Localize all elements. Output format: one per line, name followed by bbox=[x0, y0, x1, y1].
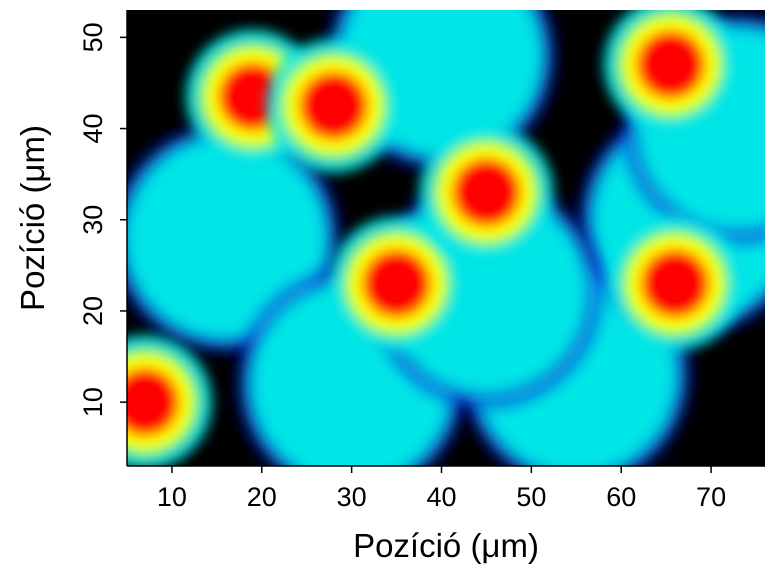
x-tick-label-40: 40 bbox=[426, 482, 456, 512]
x-tick-label-30: 30 bbox=[337, 482, 367, 512]
x-tick-label-20: 20 bbox=[247, 482, 277, 512]
y-tick-label-20: 20 bbox=[78, 296, 108, 326]
x-tick-label-50: 50 bbox=[516, 482, 546, 512]
y-axis-title: Pozíció (μm) bbox=[14, 125, 51, 311]
y-tick-label-50: 50 bbox=[78, 22, 108, 52]
x-tick-label-70: 70 bbox=[696, 482, 726, 512]
hotspot-6 bbox=[603, 10, 739, 133]
hotspot-2 bbox=[266, 38, 402, 174]
hotspot-5 bbox=[607, 216, 743, 351]
hotspot-layer bbox=[127, 10, 743, 466]
y-tick-label-10: 10 bbox=[78, 387, 108, 417]
hotspot-7 bbox=[127, 334, 213, 466]
x-tick-label-60: 60 bbox=[606, 482, 636, 512]
y-tick-label-40: 40 bbox=[78, 114, 108, 144]
hotspot-3 bbox=[329, 216, 464, 351]
plot-area bbox=[127, 10, 765, 466]
hotspot-4 bbox=[419, 125, 554, 260]
y-tick-label-30: 30 bbox=[78, 205, 108, 235]
y-axis: 10 20 30 40 50 bbox=[78, 10, 128, 466]
x-axis-title: Pozíció (μm) bbox=[353, 527, 539, 564]
x-axis: 10 20 30 40 50 60 70 bbox=[127, 465, 765, 512]
x-tick-label-10: 10 bbox=[157, 482, 187, 512]
